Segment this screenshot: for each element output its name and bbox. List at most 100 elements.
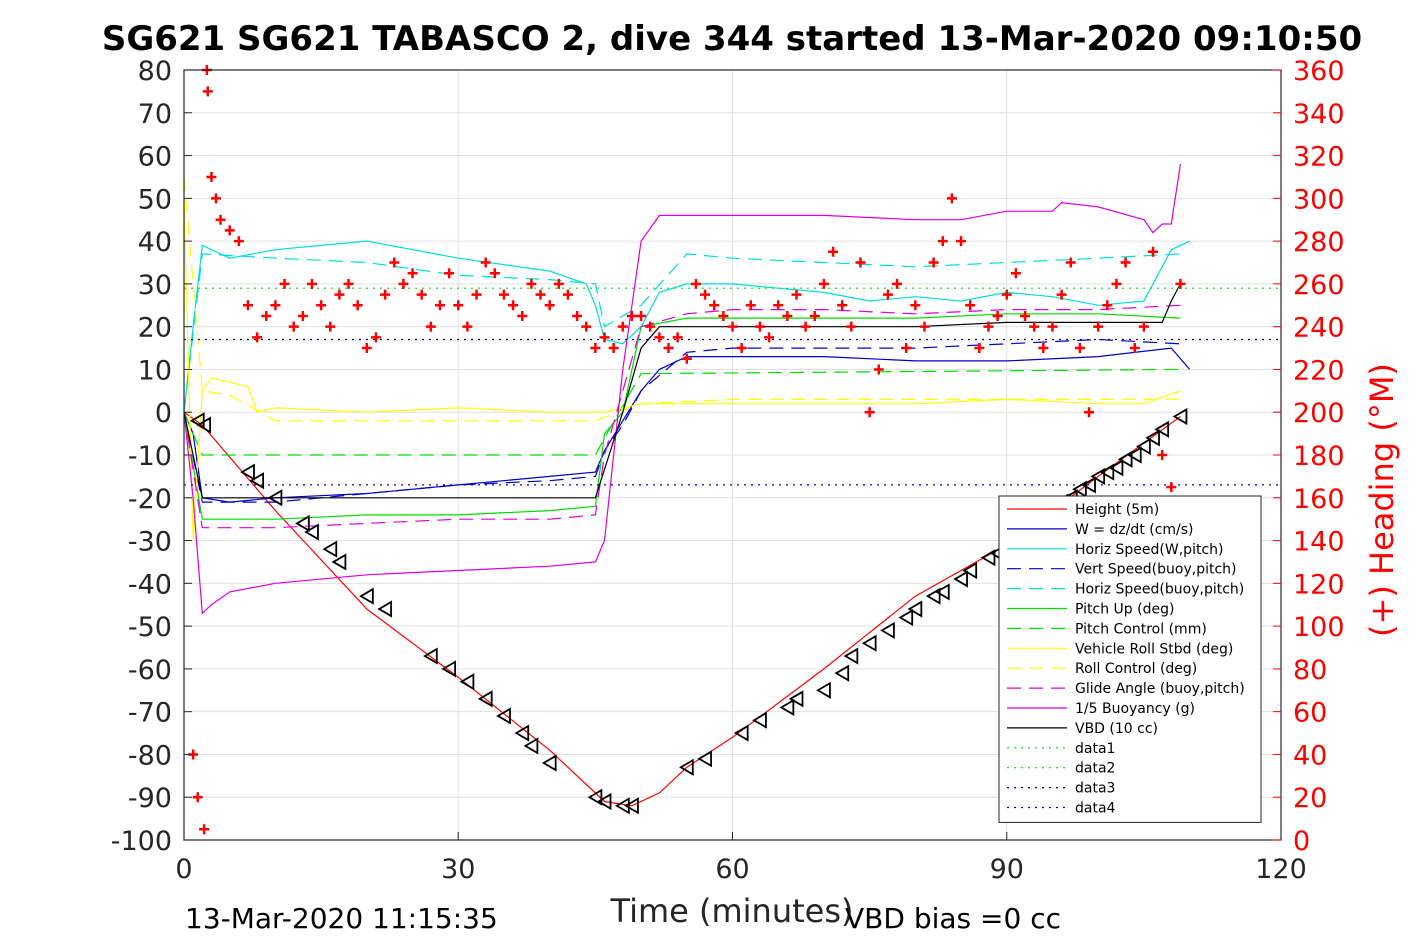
series-roll xyxy=(183,198,1181,541)
heading-point xyxy=(389,257,400,268)
legend-label-horiz_speed_w: Horiz Speed(W,pitch) xyxy=(1075,542,1223,558)
heading-point xyxy=(864,407,875,418)
heading-point xyxy=(608,343,619,354)
heading-point xyxy=(210,193,221,204)
depth-marker xyxy=(1090,467,1106,485)
depth-marker xyxy=(1072,480,1087,498)
y-tick-label: 10 xyxy=(138,355,172,386)
heading-point xyxy=(1129,343,1140,354)
depth-marker xyxy=(1145,429,1160,447)
depth-marker xyxy=(249,472,265,490)
heading-point xyxy=(416,289,427,300)
heading-point xyxy=(553,278,564,289)
heading-point xyxy=(882,289,893,300)
heading-point xyxy=(343,278,354,289)
heading-point xyxy=(370,332,381,343)
heading-point xyxy=(215,214,226,225)
heading-point xyxy=(1001,289,1012,300)
series-w xyxy=(183,347,1191,503)
heading-point xyxy=(1157,450,1168,460)
depth-marker xyxy=(1099,463,1115,481)
y2-tick-label: 360 xyxy=(1293,56,1345,87)
depth-marker xyxy=(880,621,895,639)
series-vbd xyxy=(183,283,1181,499)
heading-point xyxy=(727,321,738,332)
legend-label-data3: data3 xyxy=(1075,781,1115,797)
depth-marker xyxy=(980,549,996,567)
heading-point xyxy=(818,278,829,289)
heading-point xyxy=(1148,246,1159,257)
depth-marker xyxy=(295,514,310,533)
series-roll_control xyxy=(183,176,1181,422)
heading-point xyxy=(956,236,967,247)
depth-marker xyxy=(679,758,694,776)
heading-point xyxy=(1111,278,1122,289)
heading-point xyxy=(462,321,473,332)
heading-point xyxy=(910,300,921,311)
heading-point xyxy=(690,278,701,289)
heading-point xyxy=(764,332,775,343)
heading-point xyxy=(837,300,848,311)
depth-marker xyxy=(523,737,539,755)
y2-tick-label: 340 xyxy=(1293,99,1345,130)
depth-marker xyxy=(843,647,859,665)
heading-point xyxy=(1047,321,1058,332)
heading-point xyxy=(202,86,213,97)
legend-label-data2: data2 xyxy=(1075,761,1115,777)
y2-tick-label: 200 xyxy=(1293,398,1345,429)
plot-area xyxy=(183,65,1281,835)
heading-point xyxy=(562,289,573,300)
heading-point xyxy=(626,310,637,321)
heading-point xyxy=(1065,257,1076,268)
series-horiz_speed_w xyxy=(183,240,1190,413)
depth-marker xyxy=(240,463,255,481)
depth-marker xyxy=(1126,446,1142,464)
heading-point xyxy=(800,321,811,332)
heading-point xyxy=(672,332,683,343)
y2-axis-label: (+) Heading (°M) xyxy=(1363,363,1401,637)
depth-marker xyxy=(615,797,630,815)
heading-point xyxy=(270,300,281,311)
heading-point xyxy=(892,278,903,289)
depth-marker xyxy=(925,587,941,605)
legend: Height (5m) W = dz/dt (cm/s) Horiz Speed(W… xyxy=(998,495,1262,823)
heading-point xyxy=(617,321,628,332)
legend-label-vert_speed_buoy: Vert Speed(buoy,pitch) xyxy=(1075,562,1237,578)
legend-label-data4: data4 xyxy=(1075,801,1116,817)
x-tick-label: 90 xyxy=(990,854,1024,885)
heading-point xyxy=(306,278,317,289)
tick-labels: 0 30 60 90 12080706050403020100-10-20-30-40-… xyxy=(111,56,1345,885)
legend-label-pitch_up: Pitch Up (deg) xyxy=(1075,602,1174,618)
y-tick-label: -20 xyxy=(128,484,172,515)
heading-point xyxy=(663,343,674,354)
heading-point xyxy=(334,289,345,300)
heading-point xyxy=(261,310,272,321)
chart-title: SG621 SG621 TABASCO 2, dive 344 started … xyxy=(102,19,1362,59)
depth-marker xyxy=(779,698,795,716)
y-tick-label: 70 xyxy=(138,99,172,130)
y-tick-label: -100 xyxy=(111,826,172,857)
heading-point xyxy=(233,236,244,247)
depth-marker xyxy=(359,587,374,605)
x-tick-label: 30 xyxy=(441,854,475,885)
heading-point xyxy=(1010,268,1021,279)
heading-point xyxy=(199,824,210,835)
heading-point xyxy=(791,289,802,300)
heading-point xyxy=(508,300,519,311)
y-tick-label: 40 xyxy=(138,227,172,258)
depth-marker xyxy=(898,608,914,627)
y2-tick-label: 140 xyxy=(1293,527,1345,558)
heading-point xyxy=(581,321,592,332)
depth-marker xyxy=(441,660,457,678)
y-tick-label: -30 xyxy=(128,527,172,558)
heading-point xyxy=(828,246,839,257)
y2-tick-label: 160 xyxy=(1293,484,1345,515)
x-tick-label: 60 xyxy=(715,854,749,885)
heading-point xyxy=(718,310,729,321)
legend-label-height: Height (5m) xyxy=(1075,502,1159,518)
y-tick-label: 60 xyxy=(138,142,172,173)
y2-tick-label: 20 xyxy=(1293,783,1327,814)
heading-point xyxy=(316,300,327,311)
depth-marker xyxy=(1117,450,1133,468)
